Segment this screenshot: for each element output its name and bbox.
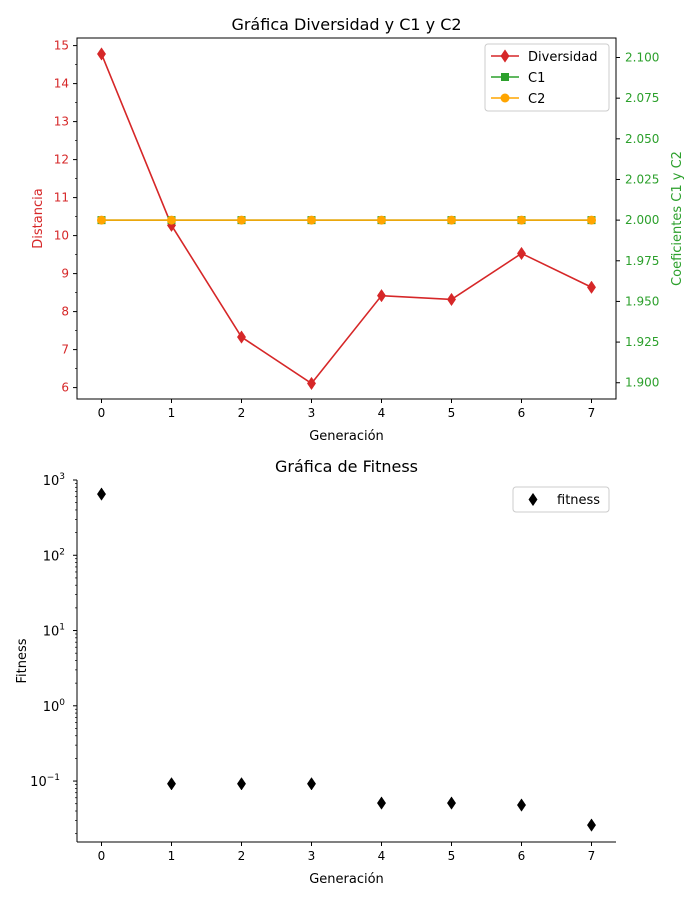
x-axis-label: Generación	[309, 429, 384, 444]
x-tick-label: 5	[448, 849, 456, 863]
chart-title: Gráfica de Fitness	[275, 457, 418, 476]
y-tick-label: 10−1	[30, 773, 60, 790]
y-right-tick-label: 2.000	[625, 213, 659, 227]
point-c2	[517, 215, 526, 225]
x-tick-label: 4	[378, 849, 386, 863]
point-c2	[97, 215, 106, 225]
y-tick-label: 7	[61, 343, 69, 357]
point-c2	[447, 215, 456, 225]
y-right-tick-label: 1.975	[625, 254, 659, 268]
x-tick-label: 4	[378, 406, 386, 420]
x-tick-label: 2	[238, 406, 246, 420]
y-tick-label: 6	[61, 381, 69, 395]
y-right-tick-label: 2.050	[625, 132, 659, 146]
y-tick-label: 13	[54, 115, 69, 129]
x-tick-label: 1	[168, 849, 176, 863]
point-fitness	[446, 796, 457, 810]
point-diversidad	[446, 292, 457, 307]
point-diversidad	[586, 280, 597, 294]
legend-label-diversidad: Diversidad	[528, 50, 598, 65]
point-fitness	[166, 777, 177, 791]
y-tick-label: 103	[43, 472, 65, 489]
legend-label-fitness: fitness	[557, 493, 600, 508]
y-tick-label: 101	[43, 623, 65, 640]
y-tick-label: 102	[43, 547, 65, 564]
y-axis-label: Fitness	[15, 638, 30, 683]
point-c2	[167, 215, 176, 225]
y-axis-label: Distancia	[31, 188, 46, 248]
y-right-tick-label: 2.025	[625, 172, 659, 186]
legend-marker-c1	[501, 73, 509, 81]
x-axis-label: Generación	[309, 872, 384, 887]
y-tick-label: 10	[54, 229, 69, 243]
y-right-tick-label: 2.075	[625, 91, 659, 105]
point-c2	[377, 215, 386, 225]
y-tick-label: 12	[54, 153, 69, 167]
series-line-diversidad	[100, 53, 592, 385]
y-tick-label: 9	[61, 267, 69, 281]
x-tick-label: 0	[98, 849, 106, 863]
legend-marker-diversidad	[500, 49, 510, 63]
plot-frame	[76, 37, 617, 400]
y-right-tick-label: 2.100	[625, 51, 659, 65]
x-tick-label: 7	[588, 406, 596, 420]
x-tick-label: 3	[308, 849, 316, 863]
x-tick-label: 7	[588, 849, 596, 863]
point-c2	[237, 215, 246, 225]
x-tick-label: 5	[448, 406, 456, 420]
y-right-tick-label: 1.925	[625, 335, 659, 349]
y-right-axis-label: Coeficientes C1 y C2	[670, 151, 685, 286]
point-fitness	[96, 487, 107, 501]
x-tick-label: 0	[98, 406, 106, 420]
point-diversidad	[306, 376, 317, 391]
legend-box	[512, 486, 610, 513]
point-c2	[307, 215, 316, 225]
legend-marker-fitness	[528, 492, 538, 507]
y-right-tick-label: 1.950	[625, 294, 659, 308]
point-fitness	[376, 796, 387, 810]
y-tick-label: 15	[54, 39, 69, 53]
point-diversidad	[376, 288, 387, 303]
legend-label-c1: C1	[528, 71, 545, 86]
chart-title: Gráfica Diversidad y C1 y C2	[231, 15, 461, 34]
point-diversidad	[96, 47, 107, 61]
y-tick-label: 11	[54, 191, 69, 205]
x-tick-label: 6	[518, 406, 526, 420]
point-diversidad	[236, 330, 247, 344]
point-fitness	[586, 818, 597, 832]
point-diversidad	[516, 246, 527, 261]
point-fitness	[516, 798, 527, 812]
point-fitness	[236, 777, 247, 791]
x-tick-label: 2	[238, 849, 246, 863]
y-tick-label: 100	[43, 698, 66, 715]
point-c2	[587, 215, 596, 225]
y-right-tick-label: 1.900	[625, 376, 659, 390]
y-tick-label: 8	[61, 305, 69, 319]
y-tick-label: 14	[54, 77, 69, 91]
x-tick-label: 3	[308, 406, 316, 420]
x-tick-label: 1	[168, 406, 176, 420]
x-tick-label: 6	[518, 849, 526, 863]
legend-box	[484, 43, 610, 112]
point-fitness	[306, 777, 317, 791]
legend-label-c2: C2	[528, 92, 545, 107]
legend-marker-c2	[500, 93, 510, 103]
